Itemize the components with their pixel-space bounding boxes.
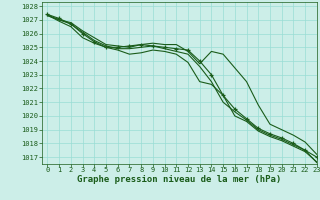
X-axis label: Graphe pression niveau de la mer (hPa): Graphe pression niveau de la mer (hPa)	[77, 175, 281, 184]
